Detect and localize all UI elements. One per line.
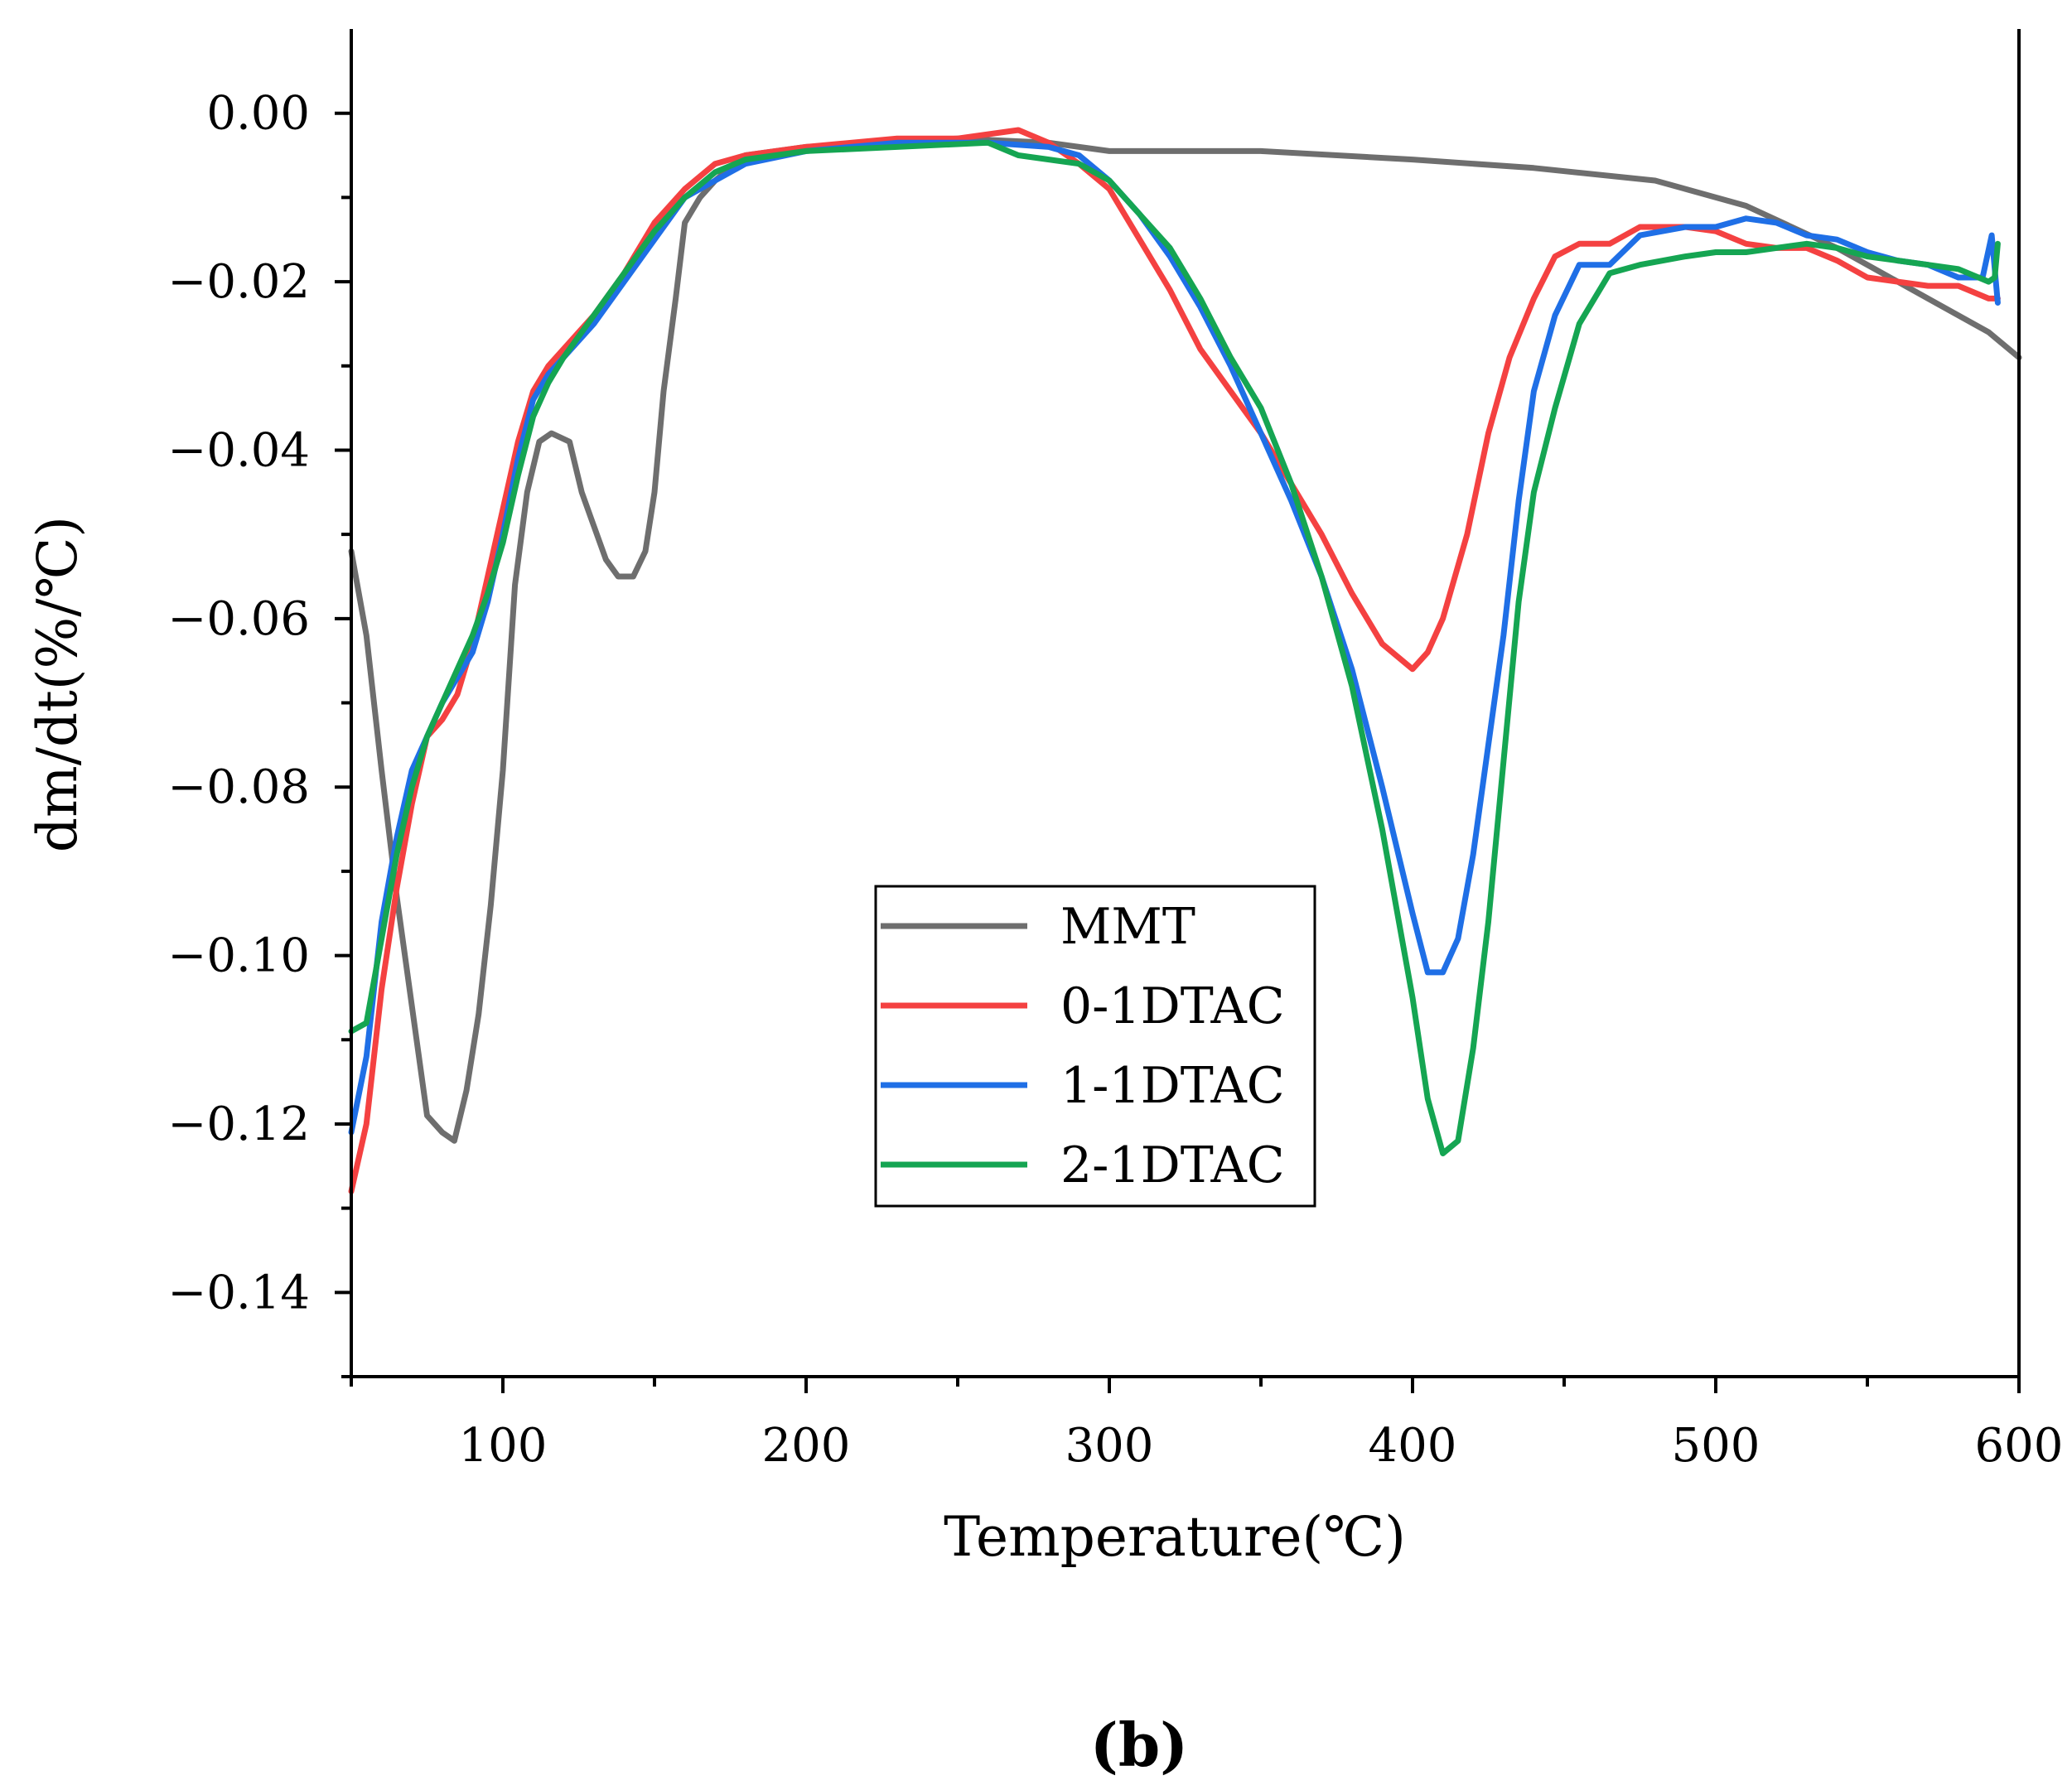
series-group xyxy=(348,127,2022,1194)
x-tick-label: 100 xyxy=(459,1419,548,1473)
series-line-0-1dtac xyxy=(348,127,2001,1194)
x-tick-label: 200 xyxy=(762,1419,851,1473)
y-tick-label: −0.12 xyxy=(167,1098,310,1151)
legend-label-1-1dtac: 1-1DTAC xyxy=(1060,1057,1285,1115)
x-tick-label: 400 xyxy=(1369,1419,1457,1473)
legend: MMT 0-1DTAC 1-1DTAC 2-1DTAC xyxy=(874,885,1316,1208)
axes-group: 100 200 300 400 500 600 0.00 −0.02 −0.04 −0.06 −0.… xyxy=(167,29,2063,1473)
legend-items: MMT 0-1DTAC 1-1DTAC 2-1DTAC xyxy=(881,898,1285,1194)
figure-caption: (b) xyxy=(1090,1710,1188,1780)
legend-label-0-1dtac: 0-1DTAC xyxy=(1060,977,1285,1035)
series-line-mmt xyxy=(348,135,2022,1144)
plot-area: 100 200 300 400 500 600 0.00 −0.02 −0.04 −0.06 −0.… xyxy=(167,29,2063,1473)
legend-label-mmt: MMT xyxy=(1060,898,1195,956)
x-axis-title: Temperature(℃) xyxy=(944,1505,1406,1569)
y-tick-label: −0.06 xyxy=(167,592,310,646)
y-axis-title: dm/dt(%/℃) xyxy=(26,516,89,852)
legend-label-2-1dtac: 2-1DTAC xyxy=(1060,1136,1285,1194)
x-tick-label: 600 xyxy=(1975,1419,2064,1473)
x-tick-label: 500 xyxy=(1672,1419,1760,1473)
y-tick-label: −0.10 xyxy=(167,929,310,983)
y-tick-label: −0.14 xyxy=(167,1266,310,1319)
y-tick-label: −0.04 xyxy=(167,423,310,477)
y-tick-label: 0.00 xyxy=(206,87,310,141)
series-line-2-1dtac xyxy=(348,139,2001,1156)
y-tick-label: −0.02 xyxy=(167,255,310,309)
legend-box xyxy=(874,885,1316,1208)
y-tick-label: −0.08 xyxy=(167,760,310,814)
x-tick-label: 300 xyxy=(1065,1419,1154,1473)
